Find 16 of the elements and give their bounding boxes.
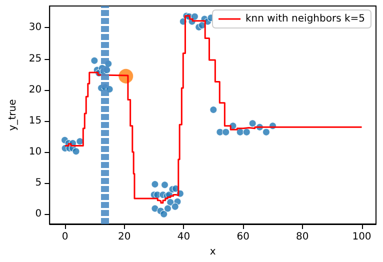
x-tick-label: 100 (352, 232, 372, 242)
y-tick-label: 25 (28, 53, 42, 64)
x-tick-label: 0 (62, 232, 68, 242)
x-axis-title: x (210, 246, 216, 258)
y-tick-label: 20 (28, 84, 42, 96)
y-tick-label: 10 (28, 146, 42, 158)
y-tick-label: 15 (28, 115, 42, 126)
x-tick-label: 20 (118, 232, 131, 242)
y-tick-label: 30 (28, 22, 42, 34)
x-tick-label: 60 (236, 232, 250, 242)
y-axis-title: y_true (8, 99, 18, 131)
x-tick-label: 80 (296, 232, 309, 242)
y-tick-label: 5 (35, 178, 42, 189)
y-tick-label: 0 (35, 208, 42, 220)
legend-label: knn with neighbors k=5 (246, 14, 366, 24)
x-tick-label: 40 (177, 232, 190, 242)
